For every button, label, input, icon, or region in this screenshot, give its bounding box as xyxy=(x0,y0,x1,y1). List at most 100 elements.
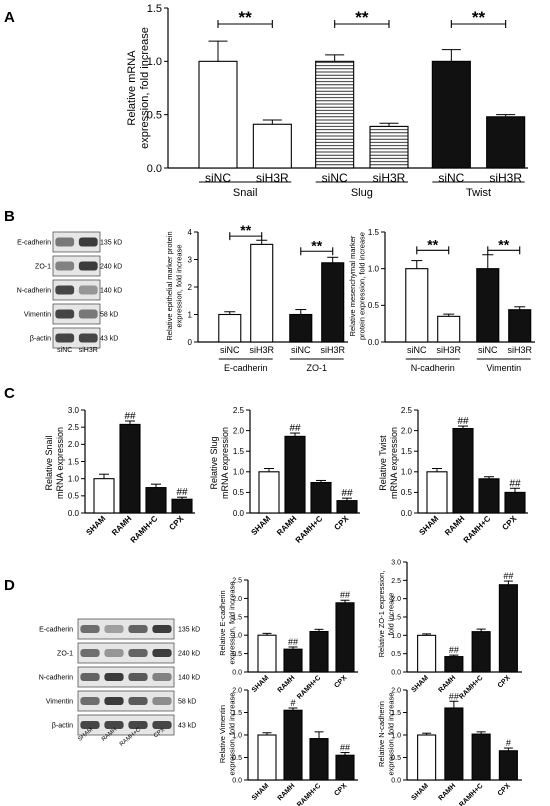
blot-size-label: 240 kD xyxy=(100,264,122,271)
y-tick-label: 2.0 xyxy=(232,687,242,694)
y-tick-label: 2.0 xyxy=(233,426,245,435)
bar xyxy=(171,498,193,514)
chart-b-mesenchymal: Relative mesenchymal marker protein expre… xyxy=(348,228,535,373)
blot-band xyxy=(55,285,75,295)
bar xyxy=(258,471,280,514)
bar xyxy=(498,584,518,673)
blot-strip xyxy=(52,303,101,325)
y-axis-label: fold increase xyxy=(387,593,396,636)
y-tick-label: 1.5 xyxy=(391,614,401,621)
significance-mark: ## xyxy=(340,590,350,600)
y-axis-label: Relative N-cadherin xyxy=(377,701,386,767)
bar xyxy=(145,487,167,514)
blot-size-label: 140 kD xyxy=(100,288,122,295)
bar xyxy=(335,754,355,781)
blot-band xyxy=(78,309,98,319)
y-tick-label: 1.0 xyxy=(233,468,245,477)
y-tick-label: 2.0 xyxy=(391,596,401,603)
blot-lane-label: siH3R xyxy=(79,347,98,354)
y-axis-label: expression, fold increase xyxy=(387,693,396,776)
blot-band xyxy=(55,237,75,247)
blot-band xyxy=(78,261,98,271)
category-label: RAMH+C xyxy=(296,782,322,806)
significance-stars: ** xyxy=(311,237,322,253)
bar xyxy=(310,481,332,514)
bar xyxy=(478,478,500,514)
bar xyxy=(321,262,345,343)
y-axis-label: Relative mRNA xyxy=(126,50,138,126)
blot-band xyxy=(80,721,100,729)
panel-label-a: A xyxy=(4,9,15,26)
group-label: Vimentin xyxy=(486,363,521,373)
chart-b-epithelial: Relative epithelial marker protein expres… xyxy=(165,222,348,373)
category-label: CPX xyxy=(333,674,348,689)
y-tick-label: 2 xyxy=(188,283,193,292)
y-axis-label: Relative mesenchymal marker xyxy=(348,235,357,336)
y-tick-label: 0.0 xyxy=(147,163,162,175)
blot-band xyxy=(128,649,148,657)
y-tick-label: 4 xyxy=(188,228,193,237)
significance-mark: ## xyxy=(341,488,353,499)
bar xyxy=(498,750,518,781)
y-tick-label: 0.5 xyxy=(232,755,242,762)
bar xyxy=(250,243,274,343)
y-tick-label: 1.0 xyxy=(401,468,413,477)
y-tick-label: 2.0 xyxy=(401,426,413,435)
group-label: Slug xyxy=(351,187,373,199)
bar xyxy=(309,738,329,781)
group-label: E-cadherin xyxy=(224,363,268,373)
bar xyxy=(471,631,491,673)
blot-band xyxy=(152,649,172,657)
y-tick-label: 3 xyxy=(188,255,193,264)
bar xyxy=(218,313,242,343)
y-tick-label: 0.0 xyxy=(233,509,245,518)
category-label: siNC xyxy=(322,171,348,185)
blot-band xyxy=(128,721,148,729)
western-blot-b: E-cadherin 135 kD ZO-1 240 kD N-cadherin 140 … xyxy=(17,231,122,354)
blot-strip xyxy=(77,714,175,736)
panel-label-d: D xyxy=(4,577,15,594)
significance-stars: ** xyxy=(498,236,509,252)
blot-size-label: 43 kD xyxy=(100,336,118,343)
significance-mark: ## xyxy=(124,411,136,422)
significance-stars: ** xyxy=(427,236,438,252)
y-tick-label: 0.5 xyxy=(232,651,242,658)
blot-band xyxy=(78,285,98,295)
category-label: RAMH xyxy=(437,782,457,802)
chart-d-n-cadherin: Relative N-cadherin expression, fold incr… xyxy=(377,687,522,806)
y-tick-label: 2.5 xyxy=(232,577,242,584)
group-label: ZO-1 xyxy=(306,363,327,373)
y-tick-label: 1.0 xyxy=(368,264,380,273)
blot-strip xyxy=(77,690,175,712)
blot-strip xyxy=(52,255,101,277)
y-axis-label: mRNA expression xyxy=(55,427,65,499)
y-tick-label: 0.5 xyxy=(391,651,401,658)
significance-mark: ## xyxy=(509,478,521,489)
bar xyxy=(452,427,474,514)
bar xyxy=(198,60,238,169)
blot-size-label: 58 kD xyxy=(178,699,196,706)
category-label: RAMH xyxy=(275,514,298,537)
blot-size-label: 140 kD xyxy=(178,675,200,682)
blot-band xyxy=(152,625,172,633)
y-axis-label: expression, fold increase xyxy=(175,245,184,328)
category-label: siNC xyxy=(438,171,464,185)
y-axis-label: expression, fold increase xyxy=(228,582,237,665)
category-label: RAMH+C xyxy=(294,514,325,545)
bar xyxy=(315,60,355,169)
y-tick-label: 0.0 xyxy=(68,509,80,518)
category-label: RAMH+C xyxy=(296,674,322,700)
blot-band xyxy=(55,333,75,343)
category-label: siH3R xyxy=(436,345,461,355)
category-label: SHAM xyxy=(411,782,431,802)
category-label: siH3R xyxy=(489,171,522,185)
bar xyxy=(508,309,532,343)
y-tick-label: 0.5 xyxy=(368,301,380,310)
y-tick-label: 0.0 xyxy=(368,338,380,347)
bar xyxy=(369,125,409,169)
category-label: CPX xyxy=(500,514,518,532)
category-label: SHAM xyxy=(417,514,440,537)
blot-protein-label: E-cadherin xyxy=(39,627,73,634)
category-label: siNC xyxy=(478,345,498,355)
category-label: SHAM xyxy=(251,782,271,802)
